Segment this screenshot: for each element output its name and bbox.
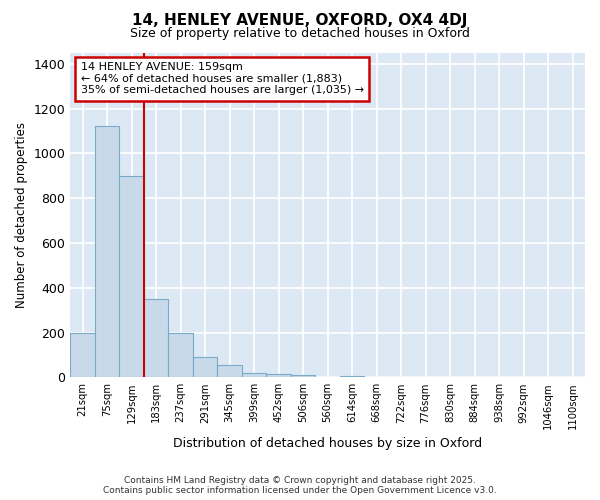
Text: Size of property relative to detached houses in Oxford: Size of property relative to detached ho…	[130, 28, 470, 40]
Text: 14, HENLEY AVENUE, OXFORD, OX4 4DJ: 14, HENLEY AVENUE, OXFORD, OX4 4DJ	[133, 12, 467, 28]
Text: Contains HM Land Registry data © Crown copyright and database right 2025.
Contai: Contains HM Land Registry data © Crown c…	[103, 476, 497, 495]
Bar	[169, 332, 193, 378]
Bar	[70, 332, 95, 378]
Bar	[193, 357, 217, 378]
Bar	[291, 375, 316, 378]
Bar	[95, 126, 119, 378]
Y-axis label: Number of detached properties: Number of detached properties	[15, 122, 28, 308]
Bar	[119, 176, 144, 378]
Bar	[242, 373, 266, 378]
Bar	[340, 376, 364, 378]
Text: 14 HENLEY AVENUE: 159sqm
← 64% of detached houses are smaller (1,883)
35% of sem: 14 HENLEY AVENUE: 159sqm ← 64% of detach…	[80, 62, 364, 96]
Bar	[266, 374, 291, 378]
X-axis label: Distribution of detached houses by size in Oxford: Distribution of detached houses by size …	[173, 437, 482, 450]
Bar	[144, 299, 169, 378]
Bar	[217, 365, 242, 378]
